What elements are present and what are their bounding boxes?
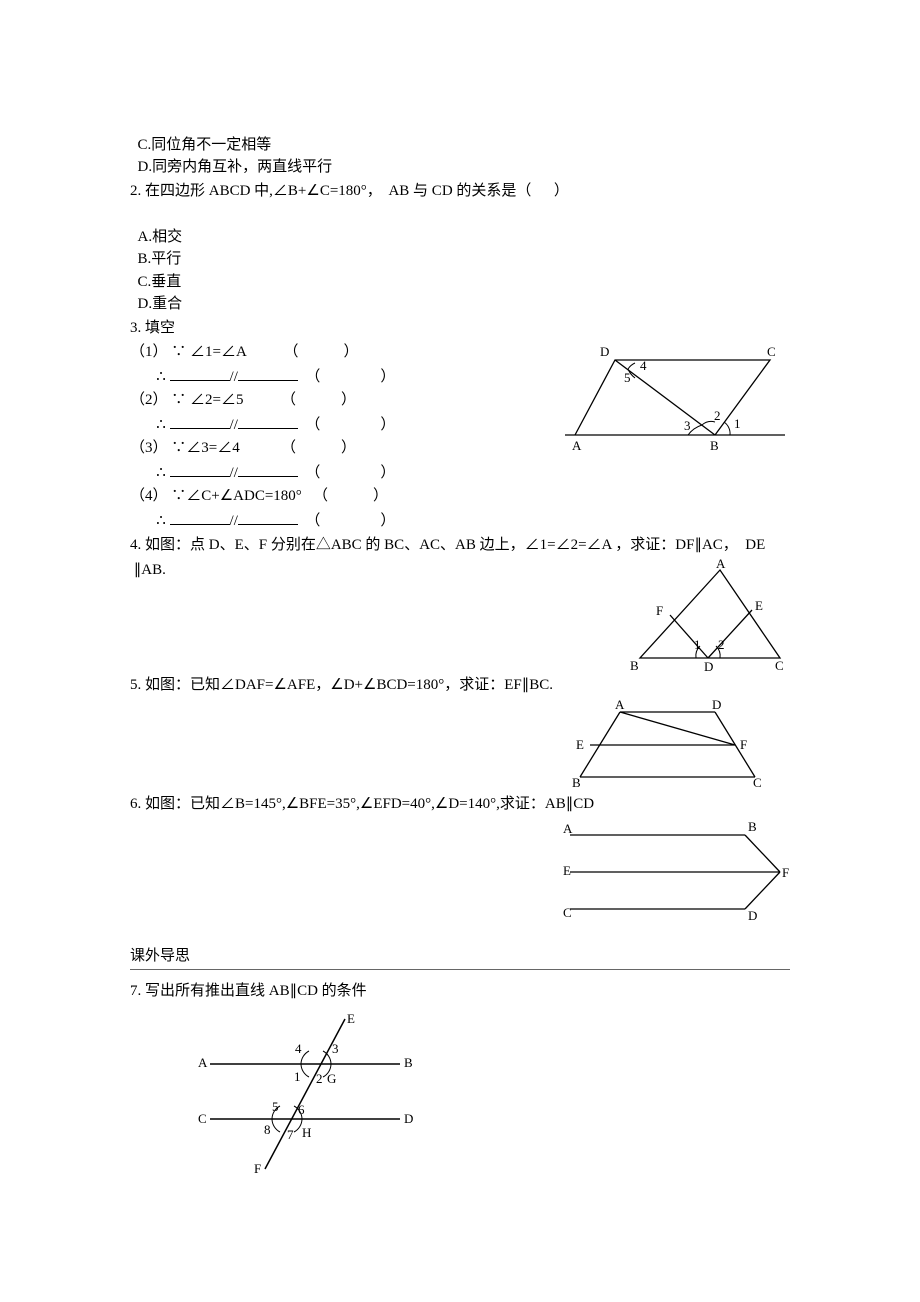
q6-figure: A B E F C D xyxy=(555,817,790,927)
q3-3b: ∴ // （ ） xyxy=(130,461,552,485)
q3-3a: （3） ∵∠3=∠4 （ ） xyxy=(130,437,552,460)
q4-figure: A B C D E F 1 2 xyxy=(620,558,790,673)
lblE: E xyxy=(755,598,763,613)
lblA: A xyxy=(615,697,625,712)
q4-row: ∥AB. A B C D E F 1 2 xyxy=(130,558,790,673)
q1-optC: C.同位角不一定相等 xyxy=(138,137,272,153)
lblC: C xyxy=(775,658,784,673)
lblE: E xyxy=(563,863,571,878)
q1-options: C.同位角不一定相等 D.同旁内角互补，两直线平行 xyxy=(130,111,790,179)
lblG: G xyxy=(327,1071,336,1086)
q2-optD: D.重合 xyxy=(138,296,183,312)
lblF: F xyxy=(740,737,747,752)
lblD: D xyxy=(600,344,609,359)
lblH: H xyxy=(302,1125,311,1140)
q1-optD: D.同旁内角互补，两直线平行 xyxy=(138,159,333,175)
n5: 5 xyxy=(272,1099,279,1114)
q3-figure: A B C D 1 2 3 4 5 xyxy=(560,340,790,455)
q6-row: A B E F C D xyxy=(130,817,790,927)
q3-blank xyxy=(170,509,230,525)
lblF: F xyxy=(656,603,663,618)
lblB: B xyxy=(572,775,581,790)
q3-blank xyxy=(238,509,298,525)
q3-blank xyxy=(170,365,230,381)
lblB: B xyxy=(748,819,757,834)
q2-options: A.相交 B.平行 C.垂直 D.重合 xyxy=(130,203,790,316)
n8: 8 xyxy=(264,1122,271,1137)
q3-4b: ∴ // （ ） xyxy=(130,509,552,533)
lbl1: 1 xyxy=(694,637,701,652)
q3-blank xyxy=(170,413,230,429)
q7-figure: A B C D E F G H 4 3 1 2 5 6 7 8 xyxy=(190,1009,790,1179)
q7-stem: 7. 写出所有推出直线 AB∥CD 的条件 xyxy=(130,980,790,1003)
lblE: E xyxy=(576,737,584,752)
lblA: A xyxy=(563,821,573,836)
lblA: A xyxy=(716,558,726,571)
n6: 6 xyxy=(298,1102,305,1117)
q2-optB: B.平行 xyxy=(138,251,182,267)
lblD: D xyxy=(404,1111,413,1126)
q3-1a: （1） ∵ ∠1=∠A （ ） xyxy=(130,341,552,364)
lblA: A xyxy=(198,1055,208,1070)
q3-blank xyxy=(238,365,298,381)
lblC: C xyxy=(753,775,762,790)
lblC: C xyxy=(767,344,776,359)
n2: 2 xyxy=(316,1071,323,1086)
lblB: B xyxy=(710,438,719,453)
n3: 3 xyxy=(332,1041,339,1056)
lbl5: 5 xyxy=(624,370,631,385)
lbl4: 4 xyxy=(640,358,647,373)
q2-optC: C.垂直 xyxy=(138,274,182,290)
n1: 1 xyxy=(294,1069,301,1084)
q2-optA: A.相交 xyxy=(138,229,183,245)
q4-stem2: ∥AB. xyxy=(130,559,612,582)
lbl2: 2 xyxy=(718,637,725,652)
q3-row: （1） ∵ ∠1=∠A （ ） ∴ // （ ） （2） ∵ ∠2=∠5 （ ）… xyxy=(130,340,790,533)
q3-blank xyxy=(170,461,230,477)
lblF: F xyxy=(254,1161,261,1176)
q3-blank xyxy=(238,461,298,477)
q4-stem1: 4. 如图：点 D、E、F 分别在△ABC 的 BC、AC、AB 边上，∠1=∠… xyxy=(130,534,790,557)
q3-4a: （4） ∵∠C+∠ADC=180° （ ） xyxy=(130,485,552,508)
q3-blank xyxy=(238,413,298,429)
q3-title: 3. 填空 xyxy=(130,317,790,340)
q5-stem: 5. 如图：已知∠DAF=∠AFE，∠D+∠BCD=180°，求证：EF∥BC. xyxy=(130,674,790,697)
lblD: D xyxy=(712,697,721,712)
lblD: D xyxy=(704,659,713,673)
n4: 4 xyxy=(295,1041,302,1056)
q5-figure: A D E F B C xyxy=(570,697,770,792)
n7: 7 xyxy=(287,1127,294,1142)
lblE: E xyxy=(347,1011,355,1026)
lblD: D xyxy=(748,908,757,923)
lbl2: 2 xyxy=(714,408,721,423)
q3-2a: （2） ∵ ∠2=∠5 （ ） xyxy=(130,389,552,412)
q2-stem: 2. 在四边形 ABCD 中,∠B+∠C=180°， AB 与 CD 的关系是（… xyxy=(130,180,790,203)
lblB: B xyxy=(630,658,639,673)
q6-stem: 6. 如图：已知∠B=145°,∠BFE=35°,∠EFD=40°,∠D=140… xyxy=(130,793,790,816)
lbl1: 1 xyxy=(734,416,741,431)
lblF: F xyxy=(782,865,789,880)
q3-1b: ∴ // （ ） xyxy=(130,365,552,389)
lblC: C xyxy=(563,905,572,920)
lblC: C xyxy=(198,1111,207,1126)
lbl3: 3 xyxy=(684,418,691,433)
q5-row: A D E F B C xyxy=(130,697,790,792)
q3-2b: ∴ // （ ） xyxy=(130,413,552,437)
section-outside: 课外导思 xyxy=(130,945,790,971)
lblB: B xyxy=(404,1055,413,1070)
lblA: A xyxy=(572,438,582,453)
